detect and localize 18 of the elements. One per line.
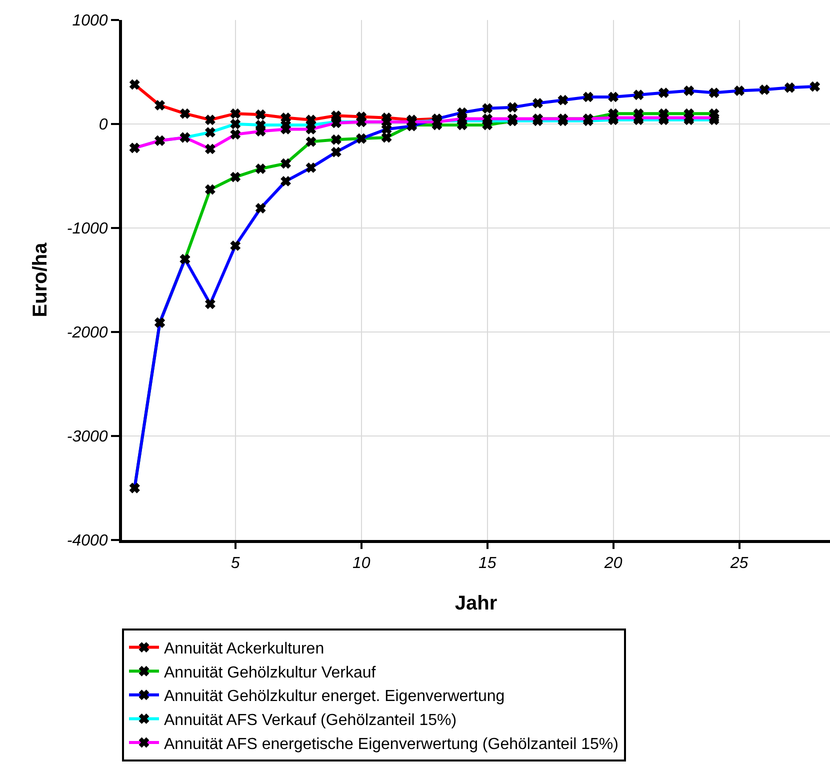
x-tick-label: 20 (603, 555, 622, 572)
y-tick-label: 1000 (72, 12, 108, 30)
x-tick-label: 10 (352, 555, 370, 572)
y-tick-label: -1000 (66, 220, 108, 238)
legend-label: Annuität Gehölzkultur Verkauf (164, 664, 376, 682)
y-tick-label: -4000 (66, 532, 108, 550)
legend-label: Annuität AFS energetische Eigenverwertung (Gehölzanteil 15%) (164, 736, 618, 753)
y-tick-label: 0 (98, 116, 108, 134)
x-tick-label: 5 (230, 555, 240, 572)
legend-label: Annuität Ackerkulturen (164, 640, 324, 658)
x-tick-label: 15 (478, 555, 496, 572)
x-axis-title: Jahr (454, 592, 498, 615)
legend-label: Annuität AFS Verkauf (Gehölzanteil 15%) (164, 712, 457, 729)
x-tick-label: 25 (729, 555, 748, 572)
y-axis-title: Euro/ha (29, 242, 52, 318)
y-tick-label: -3000 (66, 428, 108, 446)
y-tick-label: -2000 (66, 324, 108, 342)
legend-label: Annuität Gehölzkultur energet. Eigenverwertung (164, 688, 505, 706)
